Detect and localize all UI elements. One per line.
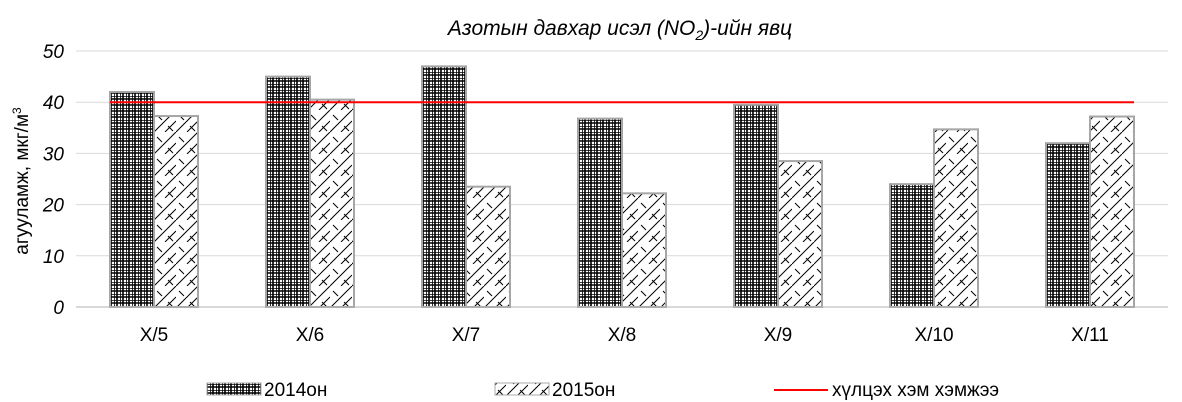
chart-title: Азотын давхар исэл (NO2)-ийн явц: [446, 17, 792, 43]
y-tick-label: 40: [43, 93, 65, 114]
bars: [109, 65, 1135, 309]
bar-2014он-X/11: [1045, 142, 1091, 308]
bar-2015он-X/10: [933, 128, 979, 308]
y-tick-labels: 0 10 20 30 40 50: [42, 42, 65, 319]
legend-item-2014: 2014он: [206, 380, 327, 401]
bar-2014он-X/8: [577, 117, 623, 308]
bar-2015он-X/9: [777, 160, 823, 308]
bar-2015он-X/11: [1089, 115, 1135, 309]
legend-label-limit: хүлцэх хэм хэмжээ: [832, 380, 999, 401]
x-tick-label: X/11: [1071, 325, 1109, 346]
legend-label-2014: 2014он: [264, 380, 327, 401]
x-tick-label: X/10: [914, 325, 953, 346]
bar-2015он-X/7: [465, 185, 511, 308]
y-tick-label: 20: [42, 196, 65, 217]
x-tick-labels: X/5 X/6 X/7 X/8 X/9 X/10 X/11: [140, 325, 1109, 346]
y-tick-label: 50: [43, 42, 65, 63]
x-tick-label: X/9: [764, 325, 793, 346]
legend-swatch-2014: [206, 382, 262, 396]
bar-2014он-X/7: [421, 65, 467, 308]
y-tick-label: 30: [43, 144, 65, 165]
x-tick-label: X/7: [452, 325, 481, 346]
legend-label-2015: 2015он: [552, 380, 615, 401]
legend: 2014он 2015он хүлцэх хэм хэмжээ: [206, 380, 999, 401]
bar-2015он-X/6: [309, 98, 355, 308]
legend-swatch-2015: [494, 382, 550, 396]
legend-item-2015: 2015он: [494, 380, 615, 401]
x-tick-label: X/5: [140, 325, 169, 346]
y-tick-label: 10: [43, 247, 65, 268]
bar-2015он-X/5: [153, 115, 199, 308]
bar-2014он-X/9: [733, 103, 779, 309]
legend-item-limit: хүлцэх хэм хэмжээ: [774, 380, 999, 401]
bar-2014он-X/10: [889, 183, 935, 308]
y-axis-label: агууламж, мкг/м3: [10, 107, 33, 255]
x-tick-label: X/8: [608, 325, 637, 346]
bar-2014он-X/5: [109, 90, 155, 308]
bar-2015он-X/8: [621, 192, 667, 308]
y-tick-label: 0: [53, 298, 64, 319]
x-tick-label: X/6: [296, 325, 325, 346]
bar-2014он-X/6: [265, 75, 311, 308]
